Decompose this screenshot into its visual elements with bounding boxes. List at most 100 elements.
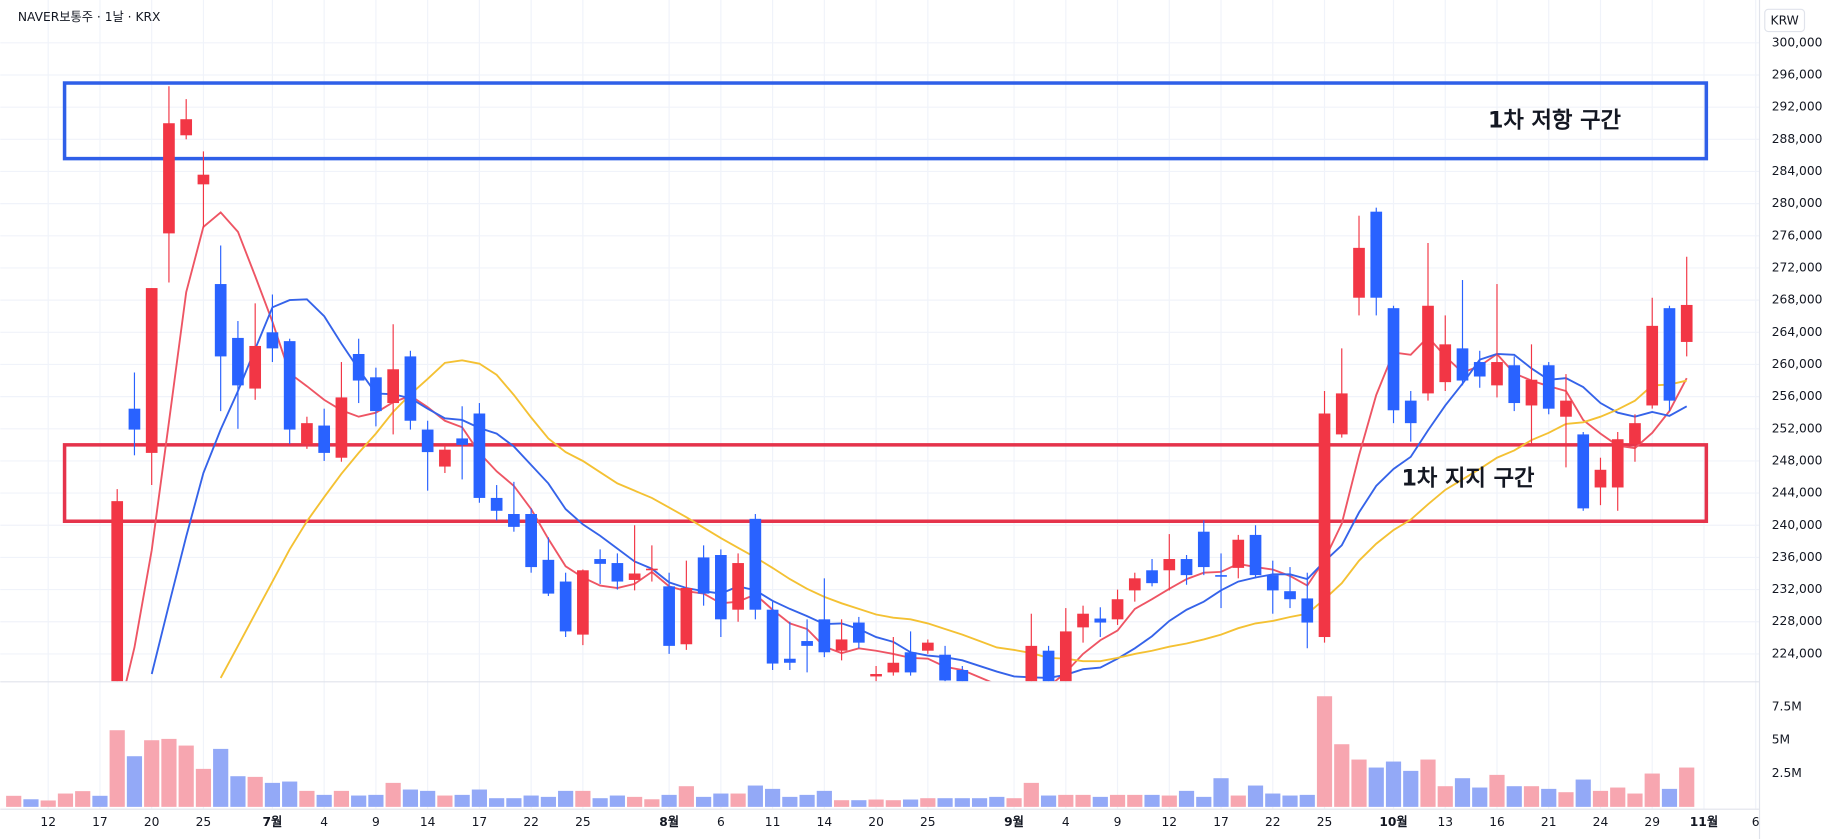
candle-body: [611, 563, 624, 582]
volume-bar: [1541, 788, 1557, 807]
x-tick-label: 6: [1752, 815, 1760, 829]
candle-body: [1111, 599, 1124, 620]
x-tick-label: 20: [144, 815, 160, 829]
y-tick-label: 272,000: [1772, 260, 1823, 274]
volume-bar: [1247, 785, 1264, 807]
volume-bar: [765, 788, 781, 807]
volume-bar: [385, 782, 401, 807]
volume-bar: [696, 796, 712, 807]
volume-bar: [989, 796, 1005, 807]
candle-body: [1560, 400, 1572, 417]
y-tick-label: 248,000: [1772, 453, 1823, 467]
volume-bar: [454, 794, 470, 807]
x-tick-label: 14: [817, 815, 833, 829]
candle-body: [1491, 362, 1503, 386]
x-tick-label: 20: [868, 815, 884, 829]
candle-body: [559, 581, 572, 632]
volume-bar: [1213, 778, 1229, 807]
volume-bar: [1661, 788, 1678, 807]
candle-body: [697, 557, 710, 594]
volume-bar: [1058, 794, 1074, 807]
volume-bar: [264, 782, 281, 807]
volume-pane: [6, 696, 1695, 807]
volume-bar: [1265, 793, 1281, 807]
candle-body: [421, 429, 434, 453]
volume-bar: [1316, 696, 1333, 807]
volume-bar: [57, 793, 74, 807]
volume-bar: [1282, 795, 1298, 807]
y-tick-label: 260,000: [1772, 357, 1823, 371]
candle-body: [163, 123, 175, 234]
volume-bar: [1334, 744, 1350, 807]
candle-body: [870, 674, 882, 677]
y-tick-label: 268,000: [1772, 293, 1823, 307]
volume-bar: [851, 800, 867, 807]
candle-body: [1370, 211, 1383, 298]
volume-bar: [178, 745, 194, 807]
x-tick-label: 25: [575, 815, 591, 829]
x-tick-label: 9: [372, 815, 380, 829]
volume-bar: [1161, 795, 1177, 807]
x-tick-label: 14: [420, 815, 436, 829]
volume-tick-label: 5M: [1772, 733, 1790, 747]
y-tick-label: 224,000: [1772, 646, 1823, 660]
candle-body: [542, 559, 555, 594]
y-tick-label: 292,000: [1772, 100, 1823, 114]
x-tick-label: 9: [1114, 815, 1122, 829]
candle-body: [921, 642, 934, 651]
candle-body: [1629, 423, 1641, 445]
volume-bar: [954, 798, 970, 807]
candle-body: [801, 641, 813, 646]
volume-bar: [1127, 794, 1143, 807]
volume-bar: [661, 794, 677, 807]
candle-body: [1128, 578, 1141, 591]
candle-body: [1508, 365, 1521, 404]
candle-body: [1611, 439, 1624, 488]
candle-body: [1042, 650, 1055, 682]
candle-body: [1439, 344, 1452, 383]
candle-body: [1232, 539, 1245, 568]
volume-bar: [471, 789, 487, 807]
x-tick-label: 24: [1593, 815, 1609, 829]
y-tick-label: 228,000: [1772, 614, 1823, 628]
volume-bar: [1385, 761, 1402, 807]
y-tick-label: 296,000: [1772, 67, 1823, 81]
volume-bar: [713, 793, 729, 807]
currency-box[interactable]: [1764, 8, 1806, 33]
volume-bar: [247, 776, 263, 807]
volume-bar: [971, 798, 988, 807]
volume-bar: [816, 790, 832, 807]
candle-body: [1146, 570, 1158, 584]
volume-bar: [368, 794, 384, 807]
candle-body: [1197, 531, 1210, 568]
chart-title: NAVER보통주 · 1날 · KRX: [18, 10, 161, 24]
currency-label[interactable]: KRW: [1771, 14, 1799, 28]
candle-body: [1404, 400, 1417, 424]
volume-bar: [730, 793, 746, 807]
candle-body: [887, 662, 900, 673]
y-tick-label: 280,000: [1772, 196, 1823, 210]
x-tick-label: 25: [1317, 815, 1333, 829]
volume-bar: [1299, 794, 1315, 807]
x-tick-label: 17: [472, 815, 488, 829]
candle-body: [749, 518, 762, 610]
candle-body: [508, 514, 520, 527]
candle-body: [1077, 613, 1089, 628]
volume-bar: [437, 795, 453, 807]
volume-bar: [144, 740, 160, 807]
x-tick-label: 8월: [659, 814, 679, 829]
volume-bar: [627, 796, 643, 807]
candle-body: [283, 341, 296, 430]
volume-bar: [1454, 778, 1471, 807]
volume-tick-label: 7.5M: [1772, 699, 1802, 713]
candle-body: [1180, 559, 1193, 576]
volume-bar: [747, 785, 763, 807]
volume-bar: [1006, 798, 1022, 807]
volume-bar: [1575, 779, 1591, 807]
candle-body: [180, 119, 193, 136]
volume-bar: [230, 776, 246, 807]
zone-box: [62, 443, 1709, 523]
candle-body: [1473, 362, 1486, 377]
volume-bar: [23, 799, 39, 807]
candle-body: [1542, 365, 1555, 409]
